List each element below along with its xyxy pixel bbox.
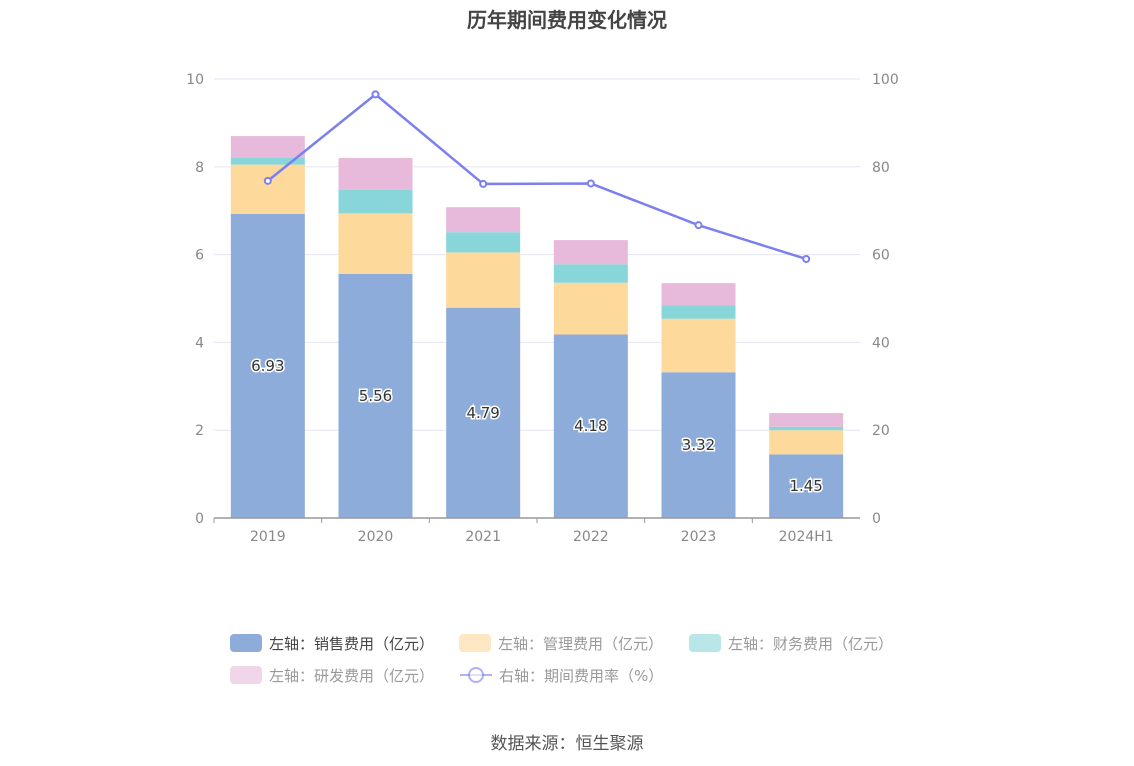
y-right-tick-label: 40 — [872, 335, 890, 351]
legend-label: 右轴：期间费用率（%） — [499, 667, 663, 685]
bar-segment — [553, 334, 628, 518]
bar-segment — [553, 264, 628, 283]
bar-segment — [661, 372, 736, 518]
bar-segment — [661, 283, 736, 306]
bar-data-label: 4.79 — [466, 404, 499, 422]
bar-segment — [446, 307, 521, 518]
rate-point — [694, 221, 703, 230]
legend-swatch — [459, 634, 491, 652]
bar-segment — [338, 213, 413, 274]
rate-point — [479, 179, 488, 188]
bar-segment — [769, 413, 844, 427]
legend-swatch — [689, 634, 721, 652]
legend: 左轴：销售费用（亿元） 左轴：管理费用（亿元） 左轴：财务费用（亿元） 左轴：研发费用… — [230, 634, 893, 685]
y-right-tick-label: 20 — [872, 423, 890, 439]
bar-segment — [230, 164, 305, 214]
bar-segment — [446, 252, 521, 308]
y-right-tick-label: 0 — [872, 511, 881, 527]
source-note: 数据来源：恒生聚源 — [490, 734, 644, 754]
bar-segment — [446, 207, 521, 233]
legend-label: 左轴：管理费用（亿元） — [498, 635, 663, 653]
legend-label: 左轴：财务费用（亿元） — [728, 635, 893, 653]
x-tick-label: 2021 — [465, 529, 501, 545]
rate-point — [263, 176, 272, 185]
bar-segment — [553, 240, 628, 265]
bar-data-label: 4.18 — [574, 417, 607, 435]
x-tick-label: 2022 — [573, 529, 609, 545]
bar-segment — [230, 213, 305, 518]
line-series — [263, 90, 811, 263]
legend-swatch — [230, 634, 262, 652]
y-right-tick-label: 80 — [872, 160, 890, 176]
bar-segment — [769, 426, 844, 431]
legend-label: 左轴：销售费用（亿元） — [269, 635, 434, 653]
y-right-tick-label: 60 — [872, 248, 890, 264]
rate-point — [586, 179, 595, 188]
grid-lines — [214, 78, 860, 431]
x-tick-label: 2023 — [681, 529, 717, 545]
bar-data-label: 5.56 — [359, 387, 392, 405]
bar-data-label: 1.45 — [789, 477, 822, 495]
x-tick-label: 2024H1 — [779, 529, 834, 545]
x-tick-label: 2020 — [358, 529, 394, 545]
x-tick-label: 2019 — [250, 529, 286, 545]
bar-segment — [230, 136, 305, 158]
bar-data-label: 6.93 — [251, 357, 284, 375]
rate-point — [802, 254, 811, 263]
bar-segment — [553, 282, 628, 335]
y-left-tick-label: 4 — [195, 335, 204, 351]
rate-line — [267, 92, 807, 261]
bar-series — [230, 136, 844, 518]
bar-segment — [446, 232, 521, 253]
bar-segment — [338, 158, 413, 190]
rate-point — [371, 90, 380, 99]
legend-line-marker — [468, 667, 484, 683]
y-left-tick-label: 6 — [195, 248, 204, 264]
y-left-tick-label: 8 — [195, 160, 204, 176]
bar-segment — [769, 454, 844, 518]
y-left-tick-label: 0 — [195, 511, 204, 527]
bar-segment — [338, 273, 413, 518]
bar-segment — [230, 157, 305, 165]
bar-segment — [661, 305, 736, 319]
y-left-tick-label: 2 — [195, 423, 204, 439]
bar-segment — [338, 189, 413, 214]
legend-label: 左轴：研发费用（亿元） — [269, 667, 434, 685]
y-left-tick-label: 10 — [186, 72, 204, 88]
y-right-tick-label: 100 — [872, 72, 899, 88]
legend-swatch — [230, 666, 262, 684]
bar-data-label: 3.32 — [682, 436, 715, 454]
chart-title: 历年期间费用变化情况 — [467, 8, 667, 32]
data-labels: 6.93 5.56 4.79 4.18 3.32 1.45 — [250, 355, 825, 496]
bar-segment — [661, 318, 736, 373]
bar-segment — [769, 430, 844, 455]
